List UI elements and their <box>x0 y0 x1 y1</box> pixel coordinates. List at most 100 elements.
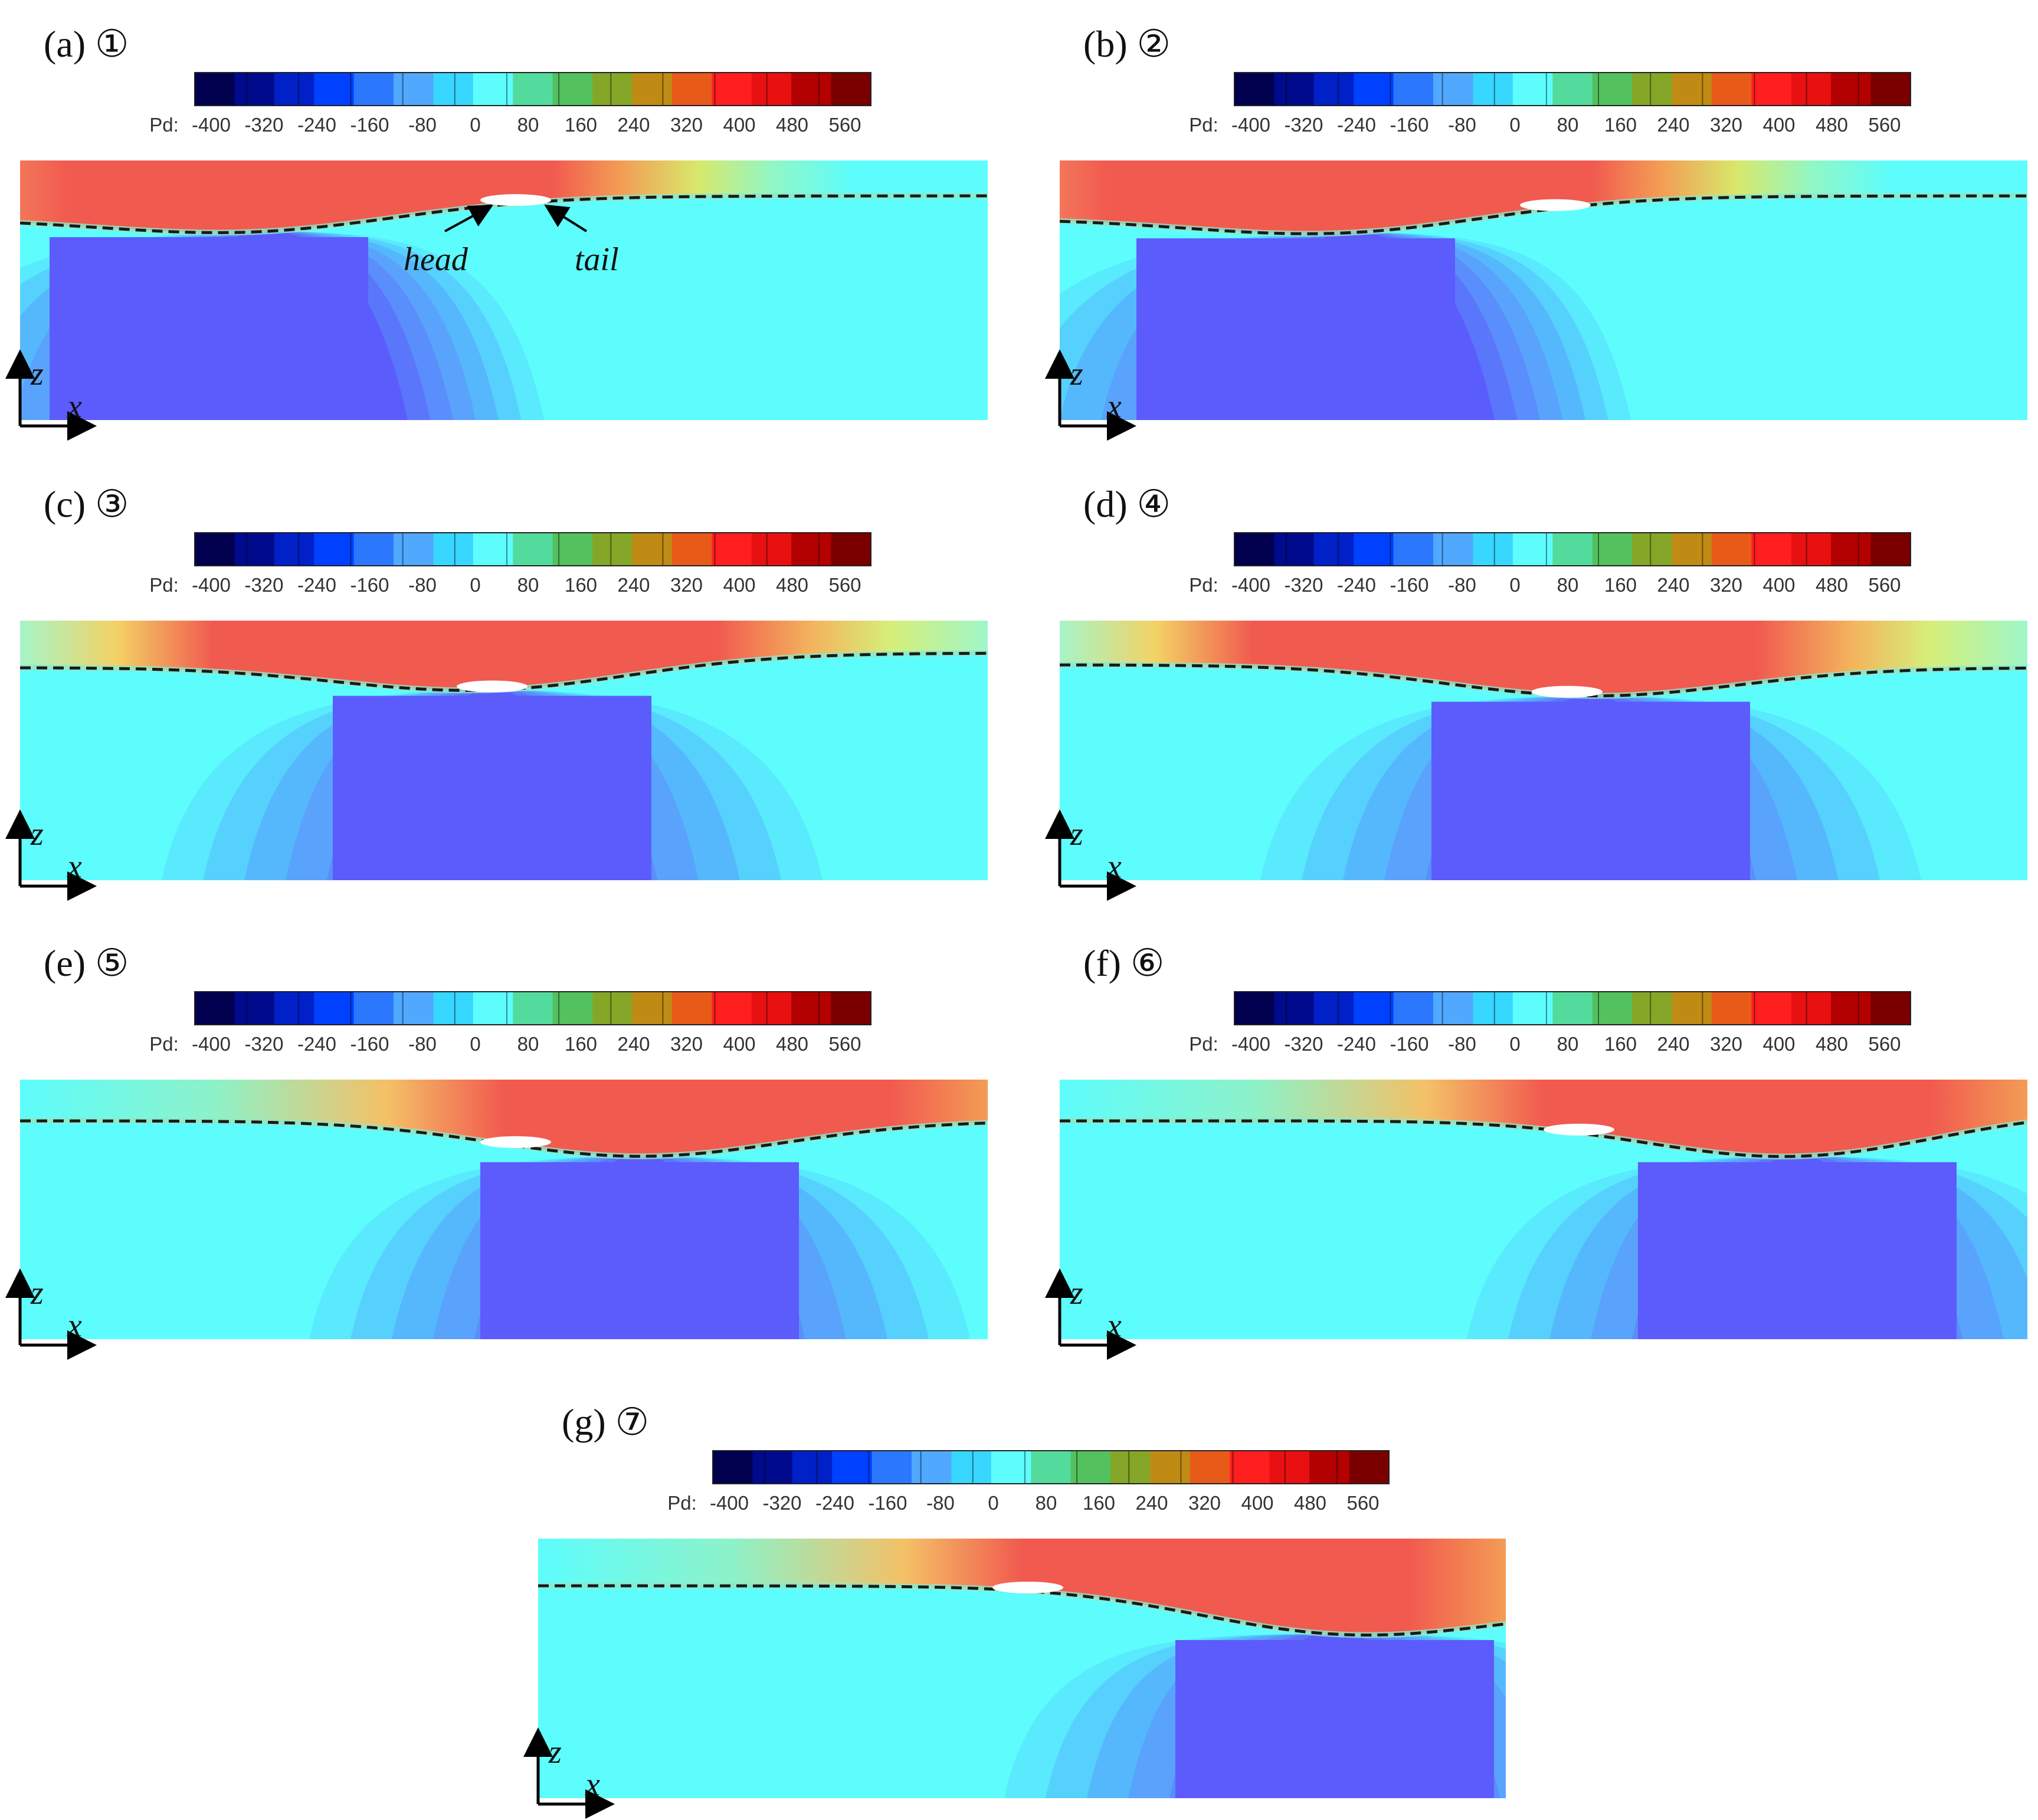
head-annotation: head <box>404 241 468 278</box>
panel-label: (a) ① <box>44 23 129 65</box>
colorbar-swatch <box>1632 992 1673 1025</box>
colorbar-tick-label: 320 <box>670 1033 703 1055</box>
colorbar-swatch <box>1110 1451 1151 1484</box>
colorbar-variable-label: Pd: <box>1189 574 1218 596</box>
colorbar-swatch <box>632 73 673 106</box>
colorbar-tick-label: -80 <box>408 574 437 596</box>
colorbar-swatch <box>1269 1451 1310 1484</box>
colorbar-swatch <box>1354 992 1394 1025</box>
plot-field <box>1060 1080 2027 1339</box>
colorbar-swatch <box>712 992 752 1025</box>
colorbar-swatch <box>991 1451 1031 1484</box>
colorbar-swatch <box>353 533 394 566</box>
colorbar-tick-label: 560 <box>828 574 861 596</box>
colorbar-swatch <box>1433 73 1474 106</box>
colorbar-tick-label: -400 <box>1231 114 1270 136</box>
colorbar-swatch <box>394 992 434 1025</box>
plot-field <box>538 1539 1506 1798</box>
colorbar-tick-label: 320 <box>670 574 703 596</box>
colorbar-variable-label: Pd: <box>149 114 179 136</box>
colorbar-tick-label: -400 <box>192 114 231 136</box>
colorbar-variable-label: Pd: <box>1189 1033 1218 1055</box>
colorbar-swatch <box>1512 992 1553 1025</box>
colorbar-tick-label: 80 <box>517 114 539 136</box>
colorbar-tick-label: 240 <box>1657 1033 1689 1055</box>
colorbar-tick-label: 240 <box>1657 574 1689 596</box>
colorbar-swatch <box>1354 533 1394 566</box>
colorbar-tick-label: -400 <box>192 1033 231 1055</box>
colorbar-swatch <box>195 73 235 106</box>
colorbar-swatch <box>195 533 235 566</box>
colorbar-tick-label: -320 <box>1284 574 1323 596</box>
negative-core <box>1136 238 1455 420</box>
colorbar-tick-label: 160 <box>1604 114 1637 136</box>
colorbar-frame <box>1234 72 1911 106</box>
colorbar-frame <box>712 1450 1390 1484</box>
colorbar-swatch <box>1870 992 1911 1025</box>
colorbar-swatch <box>234 73 275 106</box>
colorbar-tick-label: -160 <box>1390 114 1428 136</box>
colorbar-swatch <box>632 992 673 1025</box>
colorbar-swatch <box>752 1451 793 1484</box>
negative-core <box>1431 701 1750 880</box>
colorbar-swatch <box>832 1451 873 1484</box>
z-axis-label: z <box>30 356 44 392</box>
colorbar-tick-label: -240 <box>297 114 336 136</box>
colorbar-tick-label: 320 <box>1710 1033 1742 1055</box>
colorbar-tick-label: 560 <box>828 1033 861 1055</box>
colorbar-variable-label: Pd: <box>1189 114 1218 136</box>
colorbar-swatch <box>671 73 712 106</box>
colorbar-swatch <box>912 1451 952 1484</box>
colorbar-tick-label: -400 <box>192 574 231 596</box>
free-surface-line <box>1060 1119 2027 1158</box>
colorbar-tick-label: 480 <box>1816 1033 1848 1055</box>
tail-annotation: tail <box>575 241 619 278</box>
colorbar-tick-label: 320 <box>670 114 703 136</box>
colorbar-tick-label: -80 <box>1448 114 1476 136</box>
colorbar-tick-label: 320 <box>1710 574 1742 596</box>
colorbar-swatch <box>552 73 593 106</box>
colorbar-swatch <box>1751 533 1792 566</box>
colorbar-swatch <box>1393 992 1434 1025</box>
panel-label: (g) ⑦ <box>562 1401 649 1443</box>
panel-e: (e) ⑤ Pd: -400 -320 -240 -160 -80 0 80 160 240 320 4… <box>5 942 988 1360</box>
colorbar-tick-label: -400 <box>710 1492 749 1514</box>
colorbar-swatch <box>751 992 792 1025</box>
colorbar-swatch <box>1234 992 1275 1025</box>
colorbar-swatch <box>791 73 832 106</box>
colorbar-swatch <box>1672 533 1712 566</box>
panel-label: (e) ⑤ <box>44 942 129 984</box>
plot-field <box>20 160 988 420</box>
colorbar-swatch <box>513 533 553 566</box>
panel-b: (b) ② Pd: -400 -320 -240 -160 -80 0 80 160 240 320 4… <box>1045 23 2027 441</box>
colorbar-swatch <box>1751 992 1792 1025</box>
panel-label: (c) ③ <box>44 483 129 525</box>
colorbar-swatch <box>1672 73 1712 106</box>
colorbar-swatch <box>274 73 314 106</box>
colorbar-swatch <box>1592 73 1633 106</box>
colorbar-tick-label: -80 <box>926 1492 955 1514</box>
colorbar-tick-label: 0 <box>1509 114 1520 136</box>
colorbar-swatch <box>592 992 633 1025</box>
colorbar-swatch <box>1831 533 1872 566</box>
colorbar-swatch <box>552 533 593 566</box>
colorbar-tick-label: 240 <box>617 114 650 136</box>
colorbar-tick-label: -80 <box>1448 1033 1476 1055</box>
colorbar-swatch <box>1230 1451 1270 1484</box>
negative-core <box>480 1162 799 1339</box>
colorbar-swatch <box>1274 992 1315 1025</box>
colorbar-swatch <box>473 533 513 566</box>
colorbar-swatch <box>1234 533 1275 566</box>
x-axis-label: x <box>67 848 82 885</box>
colorbar-tick-label: 560 <box>1346 1492 1379 1514</box>
colorbar-tick-label: 0 <box>1509 574 1520 596</box>
colorbar-tick-label: 480 <box>776 114 808 136</box>
colorbar-tick-label: 480 <box>1294 1492 1326 1514</box>
colorbar-swatch <box>831 73 871 106</box>
x-axis-label: x <box>67 1307 82 1344</box>
colorbar-swatch <box>1433 533 1474 566</box>
panel-a: (a) ① Pd: -400 -320 -240 -160 -80 0 80 160 240 320 4… <box>5 23 988 441</box>
colorbar-tick-label: -160 <box>868 1492 907 1514</box>
colorbar-tick-label: 80 <box>1557 574 1579 596</box>
panel-d: (d) ④ Pd: -400 -320 -240 -160 -80 0 80 160 240 320 4… <box>1045 483 2027 901</box>
